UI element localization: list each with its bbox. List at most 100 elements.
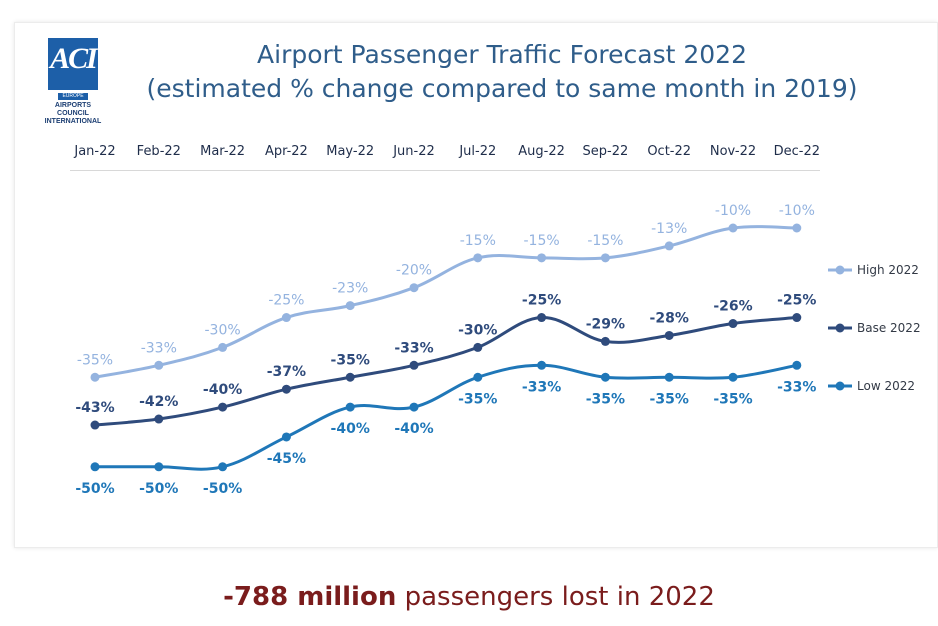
value-label-high-4: -23% (332, 281, 368, 297)
point-high-6 (473, 253, 483, 263)
aci-logo: ACI EUROPE AIRPORTS COUNCIL INTERNATIONA… (40, 38, 106, 128)
logo-sub: EUROPE (58, 93, 88, 100)
value-label-base-8: -29% (586, 316, 625, 332)
footer-rest: passengers lost in 2022 (404, 582, 715, 612)
point-base-9 (664, 330, 674, 340)
point-high-2 (218, 342, 228, 352)
point-high-0 (90, 372, 100, 382)
value-label-low-2: -50% (203, 481, 242, 497)
month-label-may-22: May-22 (326, 144, 374, 159)
logo-letters: ACI (50, 42, 98, 75)
value-label-high-1: -33% (141, 340, 177, 356)
point-base-6 (473, 342, 483, 352)
line-chart: Jan-22 Feb-22 Mar-22 Apr-22 May-22 Jun-22 Jul-… (73, 144, 921, 497)
value-label-high-9: -13% (651, 221, 687, 237)
month-label-mar-22: Mar-22 (200, 144, 245, 159)
point-base-0 (90, 420, 100, 430)
value-label-high-8: -15% (587, 233, 623, 249)
footer-summary: -788 million passengers lost in 2022 (0, 582, 938, 612)
point-base-5 (409, 360, 419, 370)
value-label-low-0: -50% (75, 481, 114, 497)
value-label-base-11: -25% (777, 293, 816, 309)
value-label-low-5: -40% (394, 421, 433, 437)
chart-card (14, 22, 938, 548)
point-base-1 (154, 414, 164, 424)
value-label-low-9: -35% (650, 391, 689, 407)
value-label-low-8: -35% (586, 391, 625, 407)
legend-label-low: Low 2022 (857, 379, 915, 393)
series-line-high (94, 225, 797, 379)
point-low-6 (473, 372, 483, 382)
point-low-9 (664, 372, 674, 382)
series-line-low (94, 363, 798, 471)
chart-title-line1: Airport Passenger Traffic Forecast 2022 (257, 40, 747, 69)
point-base-2 (218, 402, 228, 412)
month-label-dec-22: Dec-22 (774, 144, 820, 159)
legend-label-base: Base 2022 (857, 321, 921, 335)
value-label-low-7: -33% (522, 379, 561, 395)
month-label-jan-22: Jan-22 (73, 144, 115, 159)
point-high-3 (281, 313, 291, 323)
month-label-jun-22: Jun-22 (392, 144, 435, 159)
value-label-high-2: -30% (205, 322, 241, 338)
value-label-low-4: -40% (331, 421, 370, 437)
legend-marker-low (835, 381, 845, 391)
value-label-high-6: -15% (460, 233, 496, 249)
point-low-2 (218, 462, 228, 472)
point-low-10 (728, 372, 738, 382)
value-label-low-1: -50% (139, 481, 178, 497)
point-low-1 (154, 462, 164, 472)
chart-title-line2: (estimated % change compared to same mon… (146, 74, 858, 103)
value-label-base-10: -26% (713, 299, 752, 315)
month-label-aug-22: Aug-22 (518, 144, 565, 159)
value-label-low-3: -45% (267, 451, 306, 467)
value-label-base-6: -30% (458, 322, 497, 338)
chart-title: Airport Passenger Traffic Forecast 2022 … (112, 38, 892, 106)
logo-text: AIRPORTS COUNCIL INTERNATIONAL (40, 102, 106, 126)
point-high-7 (537, 253, 547, 263)
point-high-11 (792, 223, 802, 233)
value-label-high-3: -25% (268, 293, 304, 309)
value-label-high-0: -35% (77, 352, 113, 368)
month-axis-rule (70, 170, 820, 171)
legend-marker-base (835, 323, 845, 333)
value-label-base-3: -37% (267, 364, 306, 380)
point-low-3 (281, 432, 291, 442)
legend-label-high: High 2022 (857, 263, 919, 277)
value-label-base-2: -40% (203, 382, 242, 398)
value-label-low-10: -35% (713, 391, 752, 407)
point-low-8 (600, 372, 610, 382)
value-label-base-1: -42% (139, 394, 178, 410)
month-label-feb-22: Feb-22 (137, 144, 181, 159)
logo-text-line1: AIRPORTS COUNCIL (54, 102, 92, 117)
value-label-base-9: -28% (650, 310, 689, 326)
point-low-7 (537, 360, 547, 370)
point-base-11 (792, 313, 802, 323)
value-label-high-5: -20% (396, 263, 432, 279)
point-high-1 (154, 360, 164, 370)
point-high-10 (728, 223, 738, 233)
point-low-11 (792, 360, 802, 370)
point-base-3 (281, 384, 291, 394)
logo-text-line2: INTERNATIONAL (44, 118, 102, 125)
point-low-0 (90, 462, 100, 472)
month-label-nov-22: Nov-22 (710, 144, 756, 159)
footer-bold: -788 million (223, 582, 397, 612)
point-base-10 (728, 319, 738, 329)
point-high-9 (664, 241, 674, 251)
point-high-4 (345, 301, 355, 311)
month-label-jul-22: Jul-22 (458, 144, 496, 159)
value-label-low-6: -35% (458, 391, 497, 407)
point-low-5 (409, 402, 419, 412)
value-label-high-7: -15% (524, 233, 560, 249)
point-base-8 (600, 336, 610, 346)
value-label-base-4: -35% (331, 352, 370, 368)
value-label-base-7: -25% (522, 293, 561, 309)
point-base-4 (345, 372, 355, 382)
series-line-base (94, 316, 797, 427)
value-label-high-11: -10% (779, 203, 815, 219)
point-high-5 (409, 283, 419, 293)
logo-box (48, 38, 98, 90)
value-label-low-11: -33% (777, 379, 816, 395)
month-label-oct-22: Oct-22 (647, 144, 691, 159)
